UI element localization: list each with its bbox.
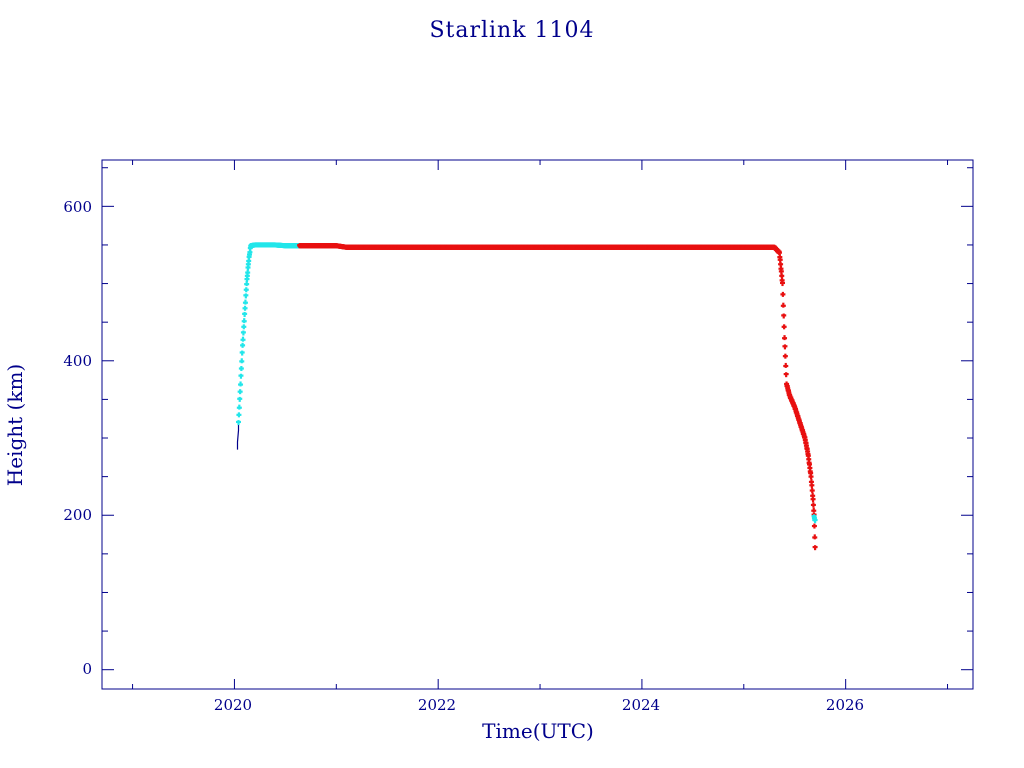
x-tick-label-2020: 2020 — [214, 696, 252, 714]
major-ticks — [102, 160, 973, 689]
series-cyan-1 — [236, 242, 303, 426]
x-axis-label: Time(UTC) — [482, 719, 594, 743]
y-axis-label: Height (km) — [3, 364, 27, 486]
data-layer — [236, 242, 818, 551]
y-tick-label-600: 600 — [63, 198, 92, 216]
chart-title: Starlink 1104 — [429, 18, 594, 43]
x-tick-label-2024: 2024 — [622, 696, 660, 714]
y-tick-label-0: 0 — [82, 660, 92, 678]
x-tick-label-2026: 2026 — [826, 696, 864, 714]
series-red-2 — [297, 243, 818, 551]
plot-frame — [101, 159, 974, 690]
x-tick-label-2022: 2022 — [418, 696, 456, 714]
series-cyan-3 — [811, 514, 818, 524]
y-tick-label-400: 400 — [63, 352, 92, 370]
x-tick-labels: 2020 2022 2024 2026 — [214, 696, 864, 714]
series-line-0 — [236, 422, 240, 450]
y-tick-labels: 0 200 400 600 — [63, 198, 92, 678]
minor-ticks — [102, 160, 973, 689]
y-tick-label-200: 200 — [63, 506, 92, 524]
